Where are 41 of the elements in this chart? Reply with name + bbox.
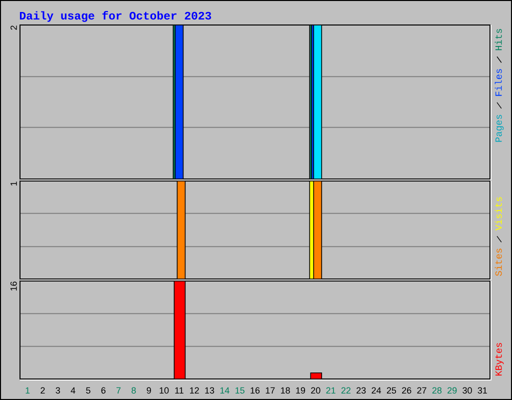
x-tick-label: 25 bbox=[386, 387, 396, 394]
x-tick-label: 18 bbox=[281, 387, 290, 394]
x-tick-label: 9 bbox=[146, 387, 151, 394]
chart-title: Daily usage for October 2023 bbox=[20, 11, 212, 22]
text: Hits bbox=[494, 28, 502, 50]
x-tick-label: 3 bbox=[56, 387, 60, 394]
x-tick-label: 19 bbox=[296, 387, 306, 394]
x-tick-label: 15 bbox=[236, 387, 244, 394]
x-tick-label: 28 bbox=[432, 387, 442, 394]
x-tick-label: 10 bbox=[160, 387, 169, 394]
x-tick-label: 7 bbox=[116, 387, 121, 394]
x-tick-label: 24 bbox=[372, 387, 382, 394]
x-tick-label: 29 bbox=[448, 387, 457, 394]
x-tick-label: 31 bbox=[478, 387, 487, 394]
x-tick-label: 8 bbox=[132, 387, 136, 394]
text: KBytes bbox=[495, 343, 504, 376]
x-tick-label: 4 bbox=[70, 387, 76, 394]
legend-label: Files bbox=[494, 69, 502, 96]
x-tick-label: 26 bbox=[402, 387, 412, 394]
x-tick-label: 16 bbox=[250, 387, 260, 394]
x-tick-label: 5 bbox=[86, 387, 90, 394]
x-tick-label: 11 bbox=[175, 387, 184, 394]
text: Visits bbox=[494, 197, 502, 230]
x-tick-label: 2 bbox=[40, 387, 45, 394]
legend-label: Pages bbox=[495, 114, 504, 142]
legend-label: Sites bbox=[494, 248, 502, 276]
x-tick-label: 12 bbox=[190, 387, 199, 394]
y-tick-label: 1 bbox=[10, 182, 17, 186]
x-tick-label: 30 bbox=[462, 387, 472, 394]
x-tick-label: 22 bbox=[341, 387, 350, 394]
x-tick-label: 17 bbox=[266, 387, 275, 394]
x-tick-label: 6 bbox=[101, 387, 106, 394]
x-tick-label: 27 bbox=[417, 387, 426, 394]
x-tick-label: 13 bbox=[205, 387, 214, 394]
x-tick-label: 1 bbox=[26, 387, 30, 394]
x-tick-label: 20 bbox=[311, 387, 320, 394]
x-tick-label: 23 bbox=[356, 387, 366, 394]
y-tick-label: 16 bbox=[10, 282, 17, 290]
x-tick-label: 21 bbox=[326, 387, 336, 394]
x-tick-label: 14 bbox=[220, 387, 230, 394]
y-tick-label: 2 bbox=[10, 26, 17, 30]
